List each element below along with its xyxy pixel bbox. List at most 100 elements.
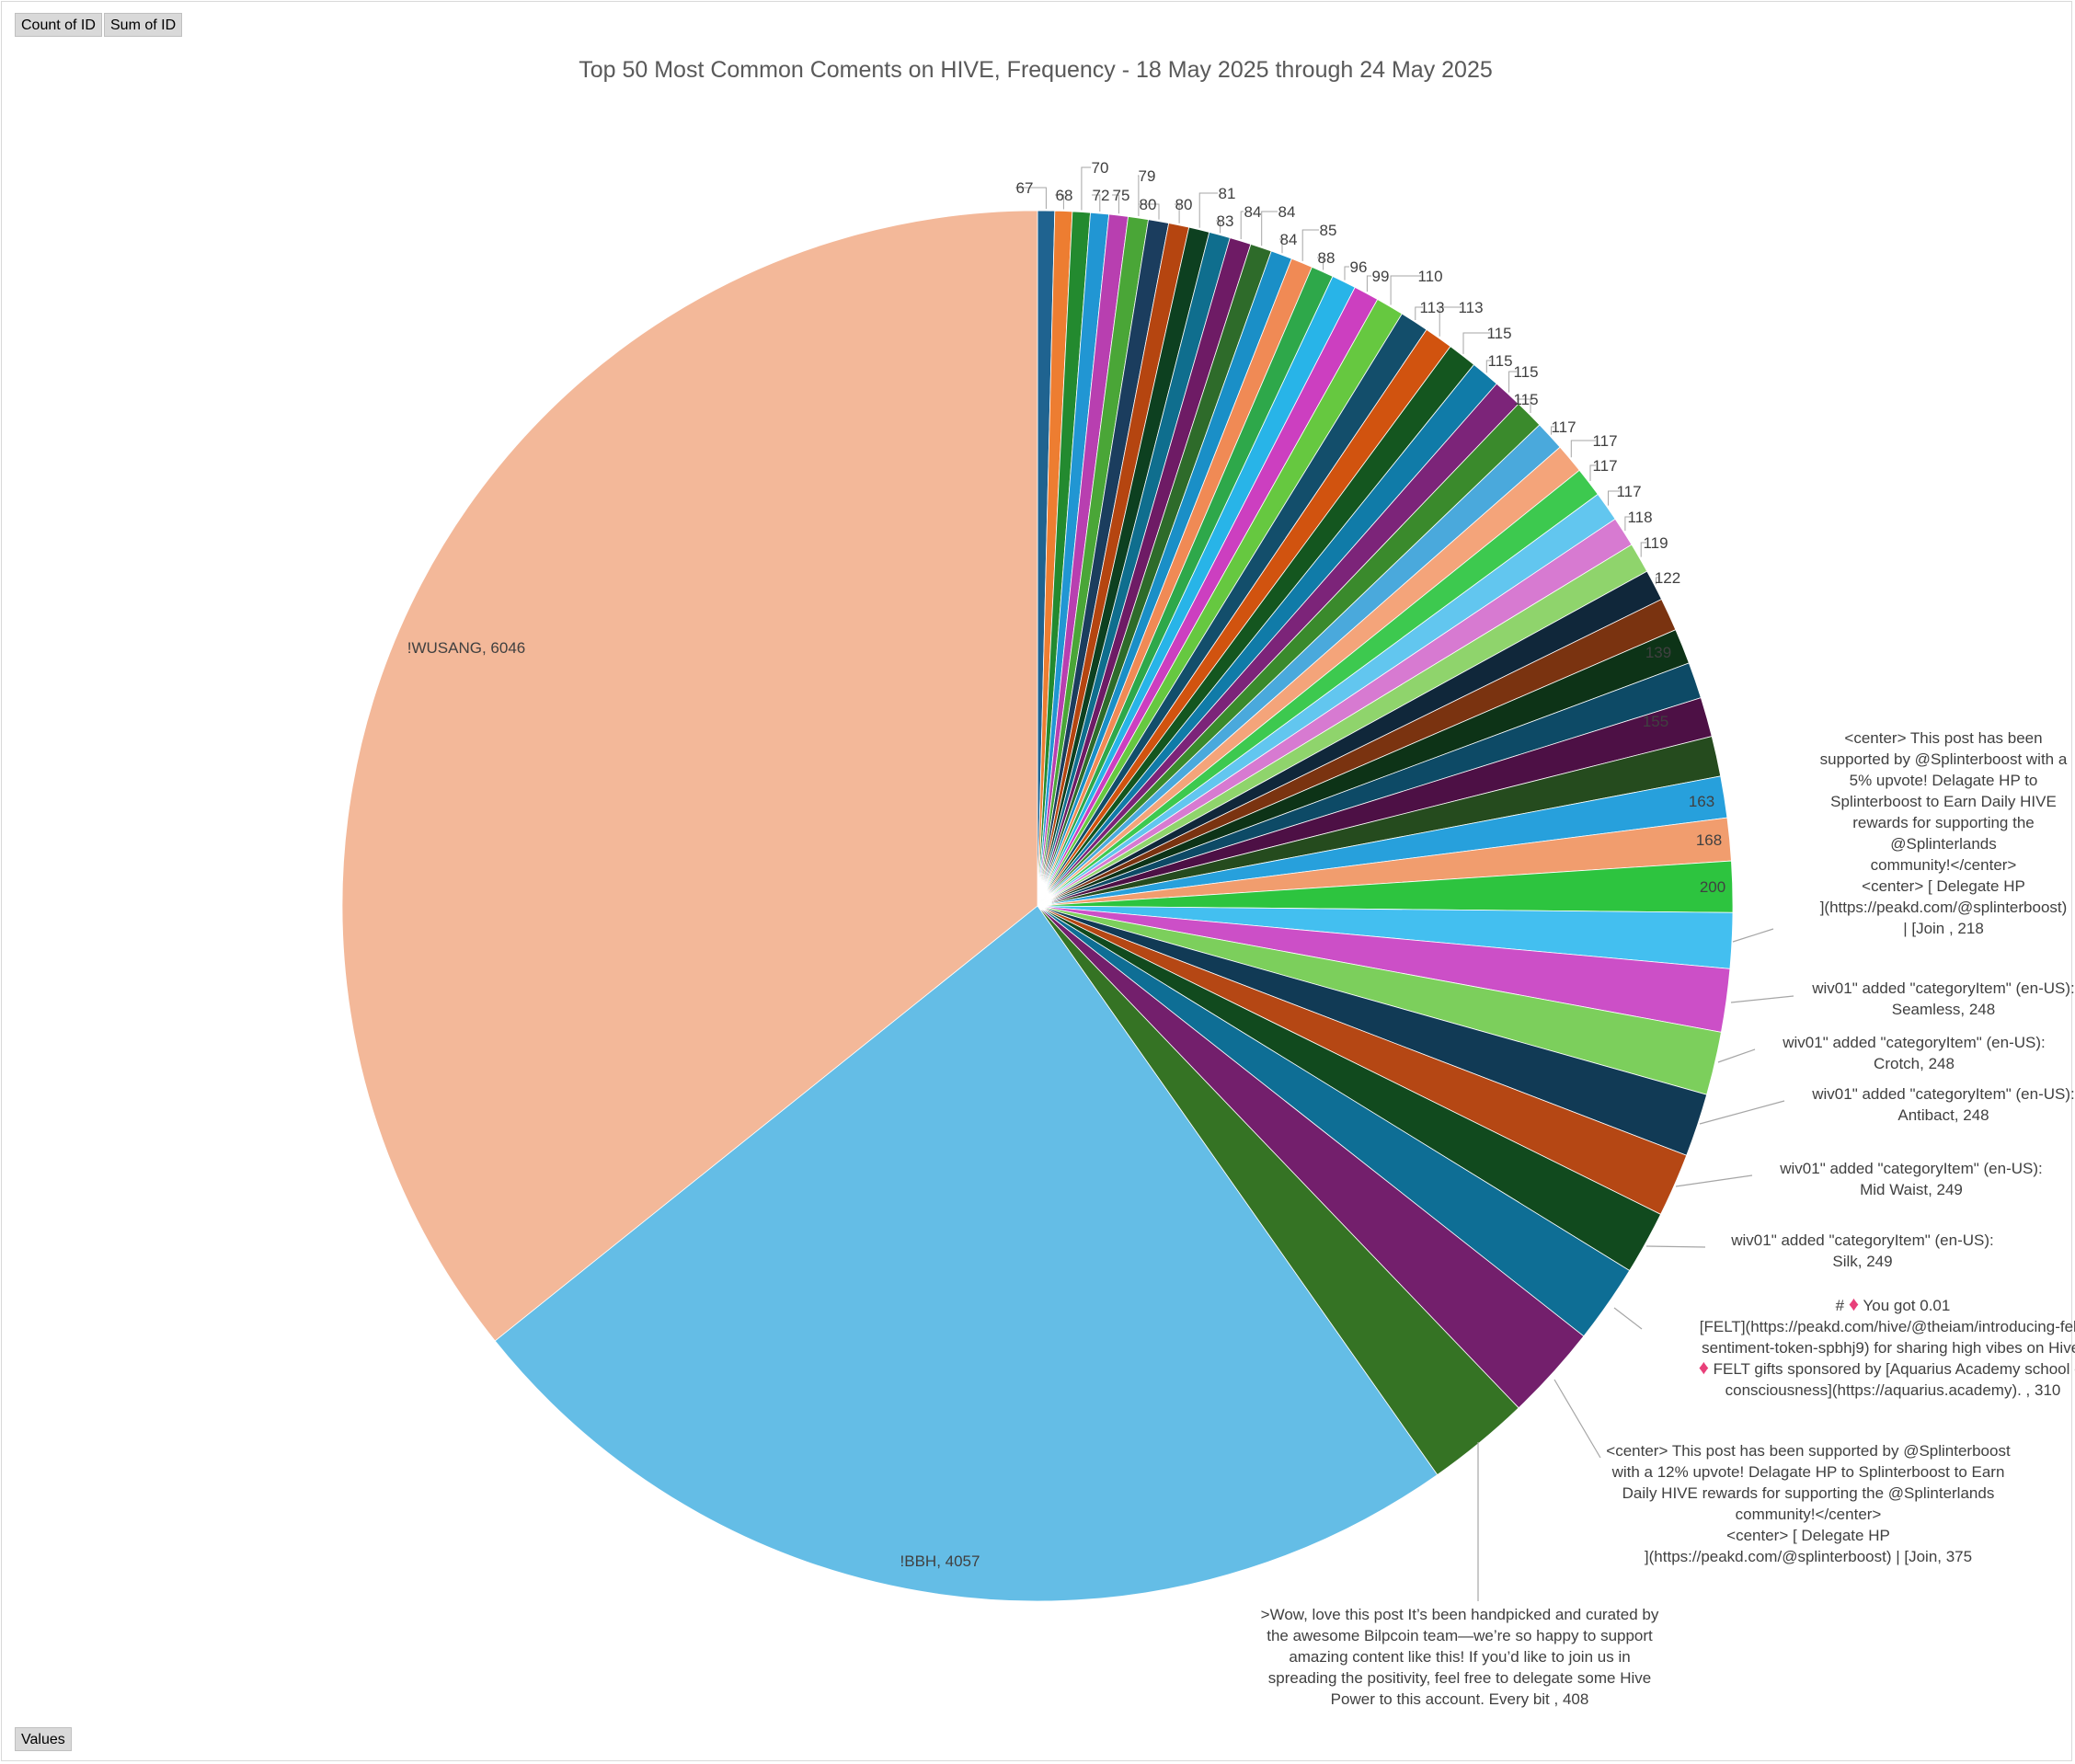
data-label-line: 115 — [1513, 363, 1538, 381]
leader-line-21 — [1485, 360, 1491, 373]
data-label-40: wiv01" added "categoryItem" (en-US): Seam… — [1811, 979, 2075, 1018]
data-label-line: spreading the positivity, feel free to d… — [1268, 1669, 1651, 1687]
pie-slices — [341, 210, 1734, 1602]
data-label-line: Mid Waist, 249 — [1860, 1181, 1963, 1198]
data-label-line: community!</center> — [1736, 1506, 1882, 1523]
diamond-icon: ♦ — [1699, 1356, 1709, 1379]
data-label-10: 84 — [1244, 203, 1262, 221]
data-label-44: wiv01" added "categoryItem" (en-US): Silk… — [1730, 1231, 1994, 1270]
data-label-line: 110 — [1417, 268, 1442, 285]
data-label-line: 81 — [1219, 185, 1236, 202]
leader-line-30 — [1656, 577, 1658, 585]
sum-of-id-field-button[interactable]: Sum of ID — [104, 13, 183, 37]
data-label-line: Seamless, 248 — [1892, 1001, 1995, 1018]
data-label-line: Splinterboost to Earn Daily HIVE — [1830, 793, 2057, 810]
leader-line-2 — [1081, 166, 1091, 211]
data-label-line: 84 — [1244, 203, 1262, 221]
data-label-line: community!</center> — [1871, 856, 2017, 874]
pie-slice-49[interactable] — [341, 210, 1038, 1342]
leader-line-15 — [1344, 266, 1349, 281]
data-label-6: 80 — [1140, 196, 1157, 213]
data-label-2: 70 — [1092, 159, 1109, 177]
data-label-47: >Wow, love this post It’s been handpicke… — [1261, 1606, 1659, 1708]
data-label-line: 5% upvote! Delagate HP to — [1850, 772, 2038, 789]
leader-line-6 — [1139, 203, 1160, 220]
data-label-13: 85 — [1320, 222, 1337, 239]
leader-line-45 — [1613, 1307, 1643, 1330]
data-label-line: 117 — [1616, 483, 1641, 500]
data-label-line: 88 — [1318, 249, 1336, 267]
leader-line-42 — [1699, 1100, 1785, 1125]
data-label-line: 96 — [1350, 258, 1368, 276]
data-label-line: wiv01" added "categoryItem" (en-US): — [1811, 1085, 2075, 1103]
leader-line-27 — [1608, 490, 1620, 506]
data-label-line: Power to this account. Every bit , 408 — [1331, 1690, 1589, 1708]
data-label-line: 117 — [1592, 432, 1617, 450]
data-label-7: 80 — [1175, 196, 1193, 213]
data-label-line: Daily HIVE rewards for supporting the @S… — [1622, 1484, 1995, 1502]
leader-line-43 — [1675, 1174, 1753, 1187]
data-label-line: 115 — [1487, 352, 1512, 370]
data-label-line: 68 — [1056, 187, 1073, 204]
data-label-37: 168 — [1696, 831, 1722, 849]
label-text: You got 0.01 — [1859, 1297, 1950, 1314]
data-label-line: rewards for supporting the — [1852, 814, 2035, 831]
data-label-line: 80 — [1140, 196, 1157, 213]
leader-line-12 — [1279, 238, 1283, 254]
leader-line-26 — [1589, 464, 1596, 481]
data-label-line: <center> This post has been supported by… — [1606, 1442, 2011, 1460]
leader-line-5 — [1138, 175, 1140, 216]
data-label-line: 75 — [1113, 187, 1130, 204]
data-label-line: <center> [ Delegate HP — [1862, 877, 2025, 895]
data-label-41: wiv01" added "categoryItem" (en-US): Crot… — [1782, 1034, 2046, 1072]
data-label-42: wiv01" added "categoryItem" (en-US): Anti… — [1811, 1085, 2075, 1124]
data-label-line: @Splinterlands — [1890, 835, 1997, 853]
values-field-button[interactable]: Values — [15, 1727, 72, 1751]
pie-slice-48[interactable] — [494, 905, 1439, 1602]
data-label-line: 119 — [1643, 534, 1668, 552]
leader-line-8 — [1198, 192, 1218, 228]
data-label-25: 117 — [1592, 432, 1617, 450]
chart-title: Top 50 Most Common Coments on HIVE, Freq… — [579, 57, 1493, 83]
data-label-line: 155 — [1643, 713, 1668, 730]
leader-line-13 — [1301, 229, 1319, 261]
data-label-line: Antibact, 248 — [1897, 1106, 1989, 1124]
data-label-line: [FELT](https://peakd.com/hive/@theiam/in… — [1700, 1318, 2075, 1335]
label-text: FELT gifts sponsored by [Aquarius Academ… — [1709, 1360, 2075, 1378]
data-label-1: 68 — [1056, 187, 1073, 204]
data-label-15: 96 — [1350, 258, 1368, 276]
data-label-line: !BBH, 4057 — [900, 1552, 980, 1570]
count-of-id-field-button[interactable]: Count of ID — [15, 13, 102, 37]
leader-line-46 — [1553, 1379, 1601, 1459]
data-label-line: ♦ FELT gifts sponsored by [Aquarius Acad… — [1699, 1356, 2075, 1379]
data-label-line: with a 12% upvote! Delagate HP to Splint… — [1611, 1463, 2005, 1481]
data-label-8: 81 — [1219, 185, 1236, 202]
data-label-line: 70 — [1092, 159, 1109, 177]
data-label-line: wiv01" added "categoryItem" (en-US): — [1782, 1034, 2046, 1051]
data-label-17: 110 — [1417, 268, 1442, 285]
data-label-36: 163 — [1689, 793, 1714, 810]
data-label-line: 84 — [1280, 231, 1298, 248]
data-label-39: <center> This post has been supported by … — [1820, 729, 2068, 937]
data-label-line: 99 — [1372, 268, 1390, 285]
data-label-line: 85 — [1320, 222, 1337, 239]
data-label-line: 84 — [1278, 203, 1296, 221]
leader-line-24 — [1551, 426, 1554, 435]
data-label-line: 115 — [1486, 325, 1511, 342]
leader-lines — [1015, 166, 1794, 1601]
data-label-line: <center> [ Delegate HP — [1726, 1527, 1890, 1544]
data-label-22: 115 — [1513, 363, 1538, 381]
data-label-line: wiv01" added "categoryItem" (en-US): — [1811, 979, 2075, 997]
data-label-line: consciousness](https://aquarius.academy)… — [1725, 1381, 2061, 1399]
leader-line-22 — [1508, 371, 1517, 393]
data-label-line: ](https://peakd.com/@splinterboost) | [J… — [1645, 1548, 1972, 1565]
data-label-45: # ♦ You got 0.01 [FELT](https://peakd.com… — [1699, 1292, 2075, 1399]
data-label-line: wiv01" added "categoryItem" (en-US): — [1730, 1231, 1994, 1249]
data-label-5: 79 — [1139, 167, 1156, 185]
data-label-line: 117 — [1592, 457, 1617, 475]
data-label-0: 67 — [1016, 179, 1034, 197]
leader-line-0 — [1015, 187, 1047, 210]
